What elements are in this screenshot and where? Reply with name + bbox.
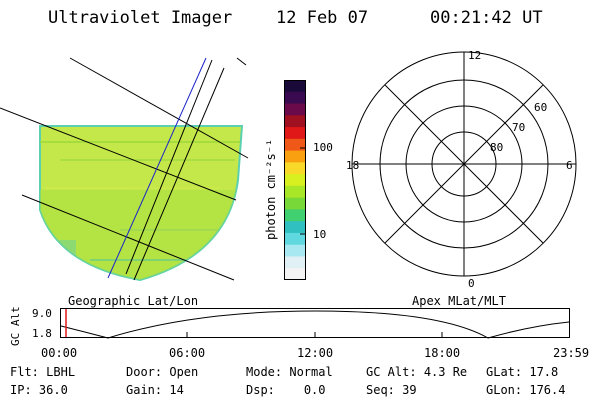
status-label: GC Alt:: [366, 365, 417, 379]
instrument-title: Ultraviolet Imager: [48, 8, 233, 28]
status-label: Mode:: [246, 365, 283, 379]
colorbar-swatch: [285, 244, 305, 258]
mlat-label-80: 80: [490, 141, 503, 154]
status-label: Gain:: [126, 383, 163, 397]
colorbar-swatch: [285, 185, 305, 199]
status-label: Flt:: [10, 365, 39, 379]
altitude-tick-1-8: 1.8: [32, 327, 52, 340]
status-ip: IP: 36.0: [10, 383, 68, 397]
mlat-label-70: 70: [512, 121, 525, 134]
time-label: 00:21:42 UT: [430, 8, 543, 28]
colorbar-swatch: [285, 256, 305, 269]
altitude-tick-9: 9.0: [32, 307, 52, 320]
status-value: 36.0: [38, 383, 68, 397]
apex-caption: Apex MLat/MLT: [412, 294, 506, 308]
geographic-caption: Geographic Lat/Lon: [68, 294, 199, 308]
mlt-label-18: 18: [346, 159, 359, 172]
colorbar-swatch: [285, 174, 305, 187]
status-value: 0.0: [303, 383, 326, 397]
status-glat: GLat: 17.8: [486, 365, 558, 379]
status-value: 39: [402, 383, 417, 397]
colorbar-tick-100: 100: [313, 141, 333, 154]
colorbar-unit-label: photon cm⁻²s⁻¹: [264, 138, 278, 240]
lat-grid-line: [21, 194, 235, 281]
status-door: Door: Open: [126, 365, 198, 379]
mlt-label-0: 0: [468, 277, 475, 290]
lon-grid-line: [125, 59, 213, 275]
status-value: LBHL: [46, 365, 76, 379]
altitude-axis-label: GC Alt: [9, 306, 22, 346]
colorbar-swatch: [285, 162, 305, 175]
status-value: 17.8: [529, 365, 559, 379]
time-tick-label-1200: 12:00: [297, 346, 334, 360]
colorbar-swatch: [285, 138, 305, 152]
lon-grid-line: [133, 67, 225, 281]
status-label: Seq:: [366, 383, 395, 397]
colorbar-swatch: [285, 115, 305, 128]
colorbar-swatch: [285, 197, 305, 211]
status-label: Dsp:: [246, 383, 275, 397]
mlat-label-60: 60: [534, 101, 547, 114]
altitude-curve: [60, 310, 570, 339]
status-gain: Gain: 14: [126, 383, 184, 397]
colorbar-swatch: [285, 80, 305, 93]
colorbar-swatch: [285, 221, 305, 234]
geographic-image-panel: [0, 57, 249, 282]
colorbar-swatch: [285, 103, 305, 116]
colorbar-swatch: [285, 127, 305, 140]
colorbar-swatch: [285, 232, 305, 246]
status-mode: Mode: Normal: [246, 365, 333, 379]
status-label: GLat:: [486, 365, 523, 379]
status-dsp: Dsp: 0.0: [246, 383, 326, 397]
colorbar-swatch: [285, 150, 305, 163]
status-seq: Seq: 39: [366, 383, 417, 397]
lat-grid-line: [0, 107, 237, 201]
time-tick-label-0600: 06:00: [169, 346, 206, 360]
mlt-label-6: 6: [566, 159, 573, 172]
status-value: 4.3 Re: [423, 365, 468, 379]
colorbar-swatch: [285, 209, 305, 222]
polar-plot: 12 18 6 0 60 70 80: [346, 49, 577, 290]
colorbar-swatch: [285, 91, 305, 105]
lat-grid-line: [236, 57, 247, 66]
colorbar-swatch: [285, 268, 305, 280]
time-tick-label-2359: 23:59: [553, 346, 590, 360]
mlt-label-12: 12: [468, 49, 481, 62]
time-tick-label-0000: 00:00: [41, 346, 78, 360]
status-value: 176.4: [529, 383, 566, 397]
terminator-line: [107, 57, 207, 279]
colorbar-tick-10: 10: [313, 228, 327, 241]
status-value: Normal: [289, 365, 333, 379]
lat-grid-line: [69, 57, 249, 159]
date-label: 12 Feb 07: [276, 8, 369, 28]
status-label: IP:: [10, 383, 32, 397]
altitude-plot: [60, 308, 570, 339]
color-bar: [284, 80, 306, 280]
status-flt: Flt: LBHL: [10, 365, 75, 379]
status-gc-alt: GC Alt: 4.3 Re: [366, 365, 467, 379]
status-glon: GLon: 176.4: [486, 383, 565, 397]
status-label: GLon:: [486, 383, 523, 397]
status-value: 14: [169, 383, 184, 397]
status-value: Open: [169, 365, 199, 379]
polar-meridian-line: [384, 84, 544, 244]
status-label: Door:: [126, 365, 163, 379]
time-tick-label-1800: 18:00: [424, 346, 461, 360]
